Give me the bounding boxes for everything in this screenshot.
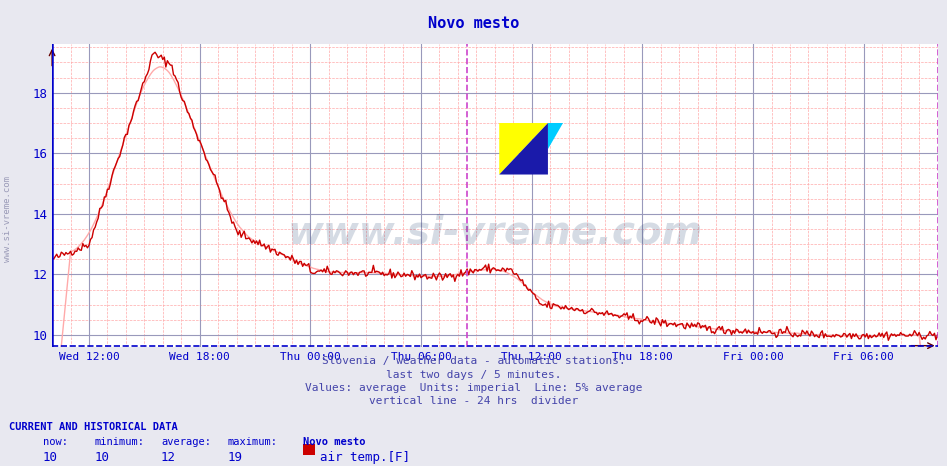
Text: 12: 12 [161,451,176,464]
Text: 10: 10 [43,451,58,464]
Polygon shape [499,123,548,174]
Text: Novo mesto: Novo mesto [428,16,519,31]
Text: 10: 10 [95,451,110,464]
Text: minimum:: minimum: [95,437,145,446]
Text: Slovenia / weather data - automatic stations.: Slovenia / weather data - automatic stat… [322,356,625,366]
Text: CURRENT AND HISTORICAL DATA: CURRENT AND HISTORICAL DATA [9,422,178,432]
Polygon shape [548,123,563,149]
Text: Novo mesto: Novo mesto [303,437,366,446]
Text: maximum:: maximum: [227,437,277,446]
Text: average:: average: [161,437,211,446]
Text: now:: now: [43,437,67,446]
Text: 19: 19 [227,451,242,464]
Text: last two days / 5 minutes.: last two days / 5 minutes. [385,370,562,379]
Polygon shape [499,123,548,174]
Text: www.si-vreme.com: www.si-vreme.com [287,213,703,251]
Text: air temp.[F]: air temp.[F] [320,451,410,464]
Text: www.si-vreme.com: www.si-vreme.com [3,176,12,262]
Text: Values: average  Units: imperial  Line: 5% average: Values: average Units: imperial Line: 5%… [305,383,642,392]
Text: vertical line - 24 hrs  divider: vertical line - 24 hrs divider [369,396,578,405]
